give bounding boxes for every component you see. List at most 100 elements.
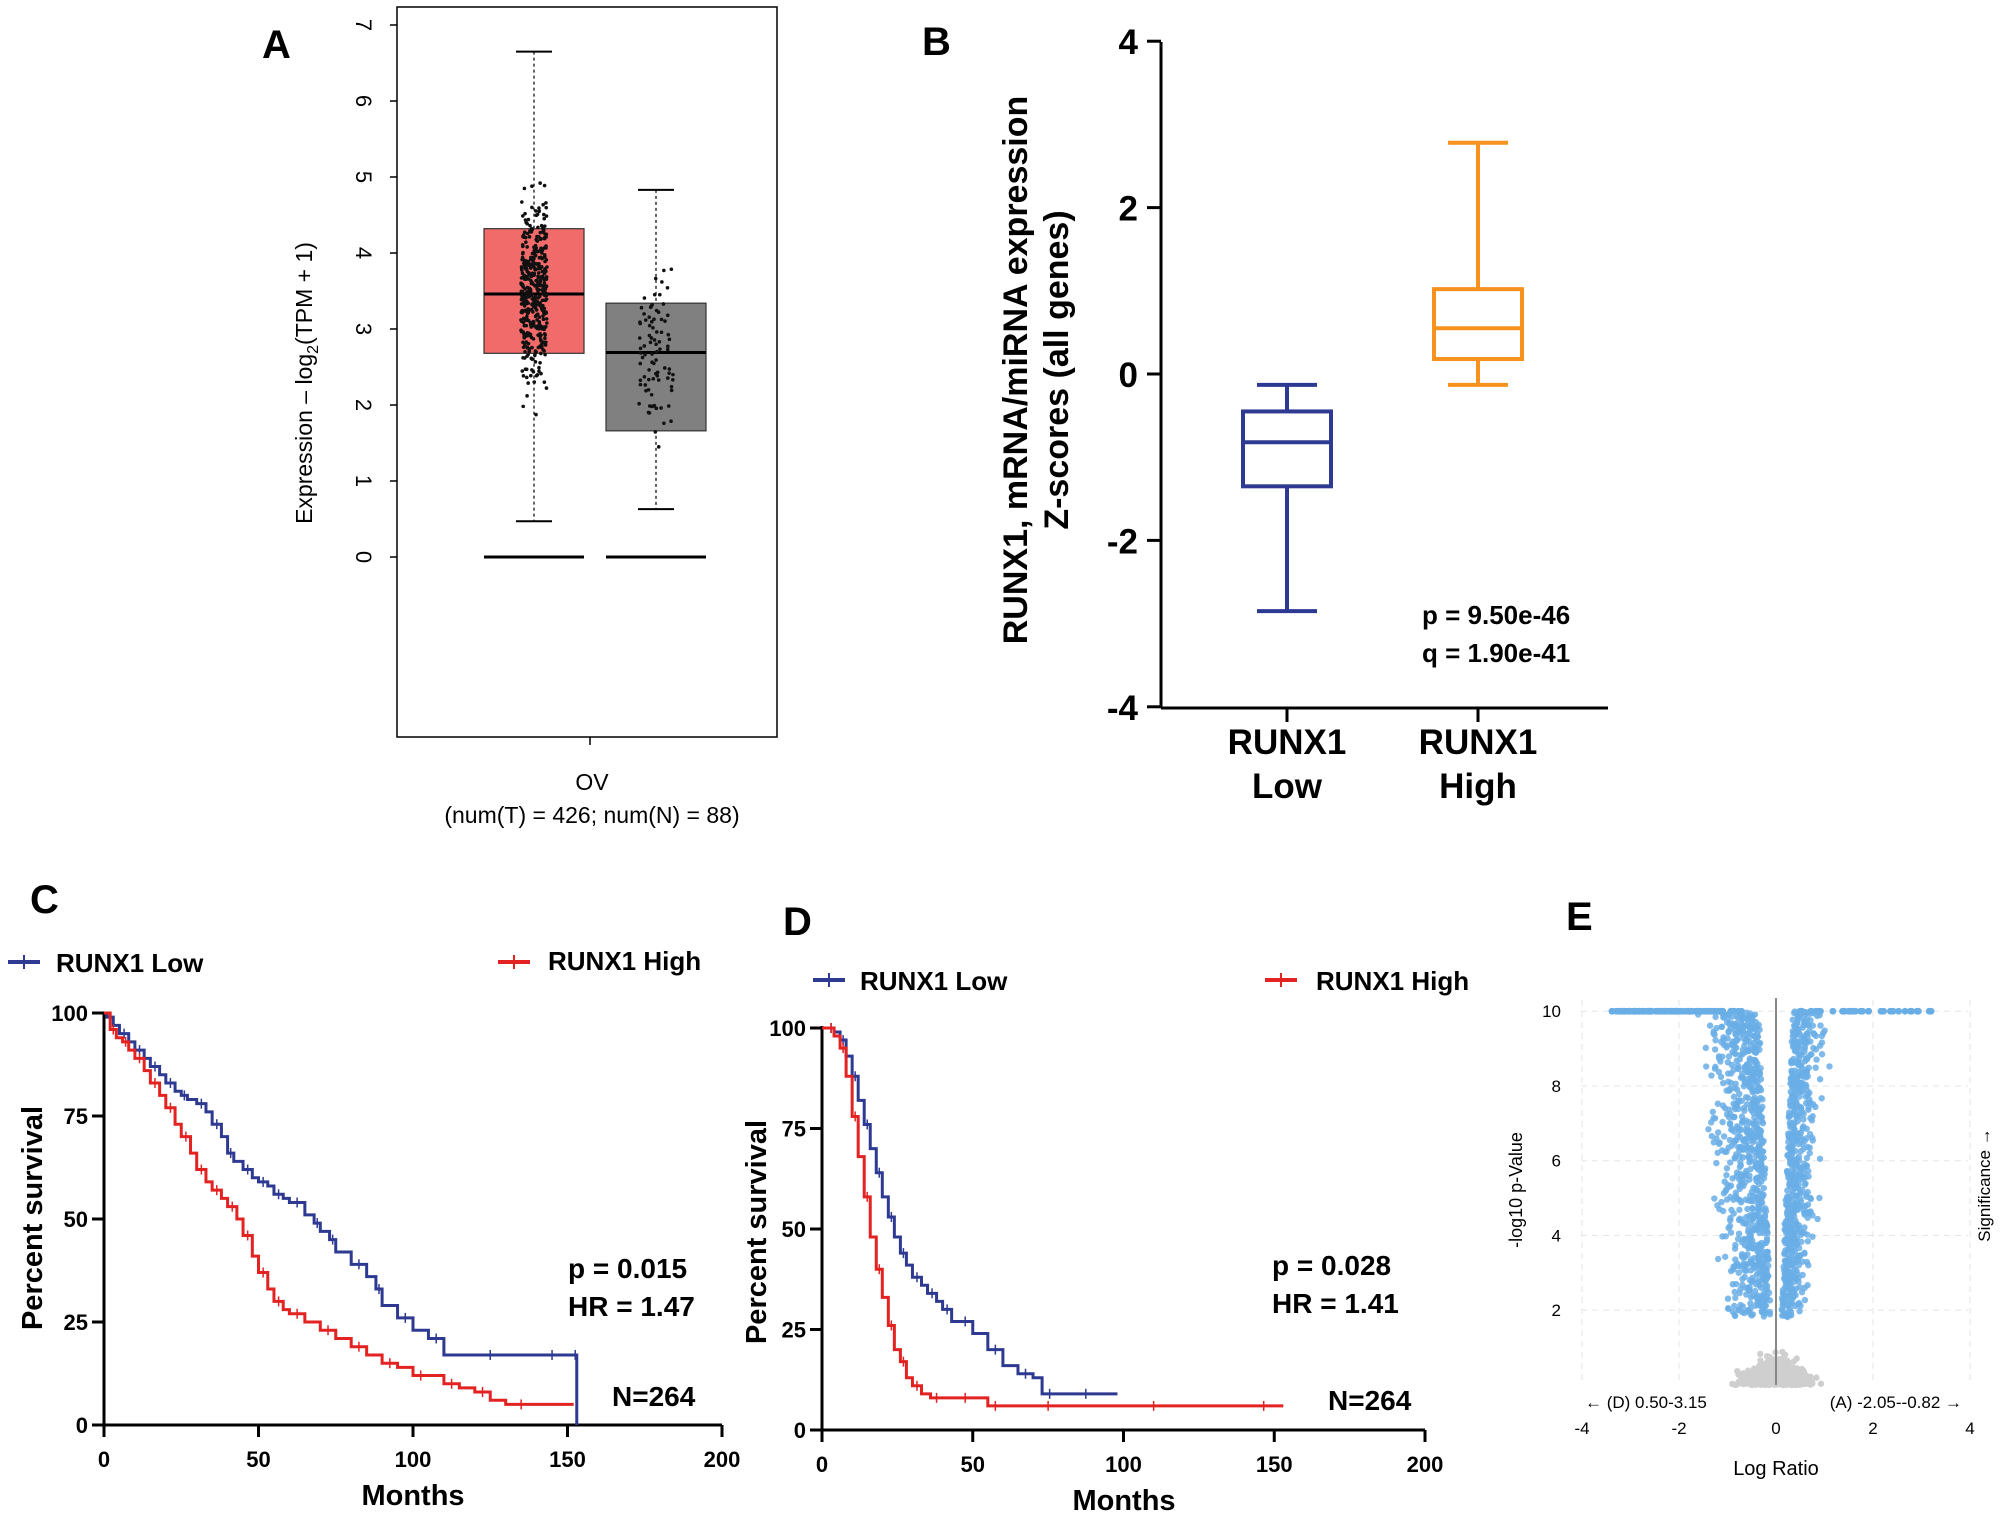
- panel-e-point-sig: [1710, 1030, 1717, 1037]
- panel-e-point-sig: [1798, 1079, 1806, 1086]
- panel-c-xlabel: Months: [361, 1480, 464, 1512]
- panel-e-point-sig: [1721, 1178, 1728, 1185]
- panel-e-point-sig: [1723, 1196, 1731, 1203]
- panel-a-point: [648, 340, 653, 345]
- panel-e-point-sig: [1790, 1278, 1798, 1285]
- panel-e-point-sig: [1756, 1126, 1763, 1134]
- panel-a-point: [522, 277, 527, 281]
- panel-c-y-tick-label: 25: [64, 1310, 88, 1335]
- panel-a-point: [544, 235, 548, 239]
- panel-e-point-sig: [1730, 1139, 1738, 1146]
- panel-e-point-sig: [1727, 1079, 1735, 1087]
- panel-a-point: [526, 217, 531, 222]
- panel-e-point-sig: [1738, 1119, 1746, 1126]
- panel-a-point: [540, 251, 544, 255]
- panel-e-point-sig: [1729, 1013, 1736, 1020]
- panel-c-x-tick-label: 150: [549, 1447, 586, 1472]
- panel-c-x-tick-label: 200: [704, 1447, 741, 1472]
- panel-e-point-sig: [1735, 1125, 1743, 1132]
- panel-e-point-sig: [1816, 1155, 1824, 1162]
- panel-a-point: [651, 325, 655, 330]
- panel-a-point: [643, 352, 647, 357]
- panel-a-point: [523, 211, 527, 216]
- panel-a-point: [658, 347, 662, 351]
- panel-e-point-sig: [1732, 1241, 1739, 1249]
- panel-a-point: [652, 317, 656, 322]
- panel-a-point: [660, 280, 664, 284]
- panel-e-point-sig: [1726, 1217, 1734, 1224]
- panel-a-point: [543, 352, 547, 357]
- panel-a-point: [665, 313, 670, 318]
- panel-e-point-sig: [1781, 1291, 1788, 1299]
- panel-a-point: [639, 305, 644, 310]
- panel-a-y-tick-label: 2: [351, 399, 376, 411]
- panel-e-point-sig: [1803, 1154, 1811, 1162]
- panel-e-ylabel: -log10 p-Value: [1506, 1132, 1526, 1248]
- panel-a-point: [539, 255, 543, 260]
- panel-b-ylabel-line2: Z-scores (all genes): [1038, 210, 1076, 529]
- panel-a-point: [523, 318, 528, 322]
- panel-a-point: [667, 371, 671, 375]
- panel-a-point: [541, 212, 546, 217]
- panel-b-category-label-low-1: RUNX1: [1228, 723, 1347, 762]
- panel-e-point-sig: [1732, 1080, 1739, 1087]
- panel-a-point: [529, 356, 534, 361]
- panel-e-point-capped: [1859, 1007, 1867, 1015]
- panel-e-point-capped: [1706, 1007, 1713, 1015]
- panel-a-point: [539, 371, 543, 376]
- panel-e-point-sig: [1795, 1222, 1803, 1229]
- panel-e-point-sig: [1762, 1281, 1769, 1289]
- panel-e-point-sig: [1783, 1223, 1790, 1230]
- panel-a-point: [647, 411, 652, 415]
- panel-c-axes: 0 50 100 150 200 0 25 50 75 100: [51, 1001, 740, 1472]
- panel-a-point: [526, 381, 530, 385]
- panel-a-point: [647, 404, 652, 408]
- panel-e-point-sig: [1734, 1133, 1742, 1140]
- panel-e-x-tick-label: -2: [1671, 1419, 1686, 1438]
- panel-e-point-sig: [1787, 1148, 1794, 1156]
- panel-e-point-sig: [1748, 1065, 1755, 1072]
- panel-a-point: [534, 237, 539, 242]
- panel-a-point: [530, 251, 535, 256]
- panel-c-curve-high: [104, 1011, 574, 1406]
- panel-e-point-sig: [1712, 1063, 1719, 1071]
- panel-e-point-capped: [1693, 1007, 1701, 1015]
- panel-a-point: [526, 295, 530, 299]
- panel-e-point-sig: [1796, 1283, 1804, 1291]
- panel-e-point-sig: [1716, 1205, 1723, 1213]
- panel-e-point-sig: [1745, 1244, 1752, 1252]
- panel-a-point: [522, 356, 527, 360]
- panel-a-point: [671, 372, 675, 377]
- panel-e-point-sig: [1817, 1022, 1824, 1029]
- panel-a-point: [535, 286, 539, 291]
- panel-e-point-sig: [1738, 1113, 1746, 1120]
- panel-e-point-sig: [1797, 1148, 1805, 1155]
- panel-e-point-sig: [1720, 1190, 1728, 1197]
- panel-e-point-sig: [1794, 1300, 1802, 1308]
- panel-e-point-capped: [1807, 1007, 1815, 1015]
- panel-a-point: [519, 268, 524, 272]
- panel-e-point-sig: [1788, 1060, 1795, 1067]
- panel-e-y-tick-label: 4: [1552, 1226, 1561, 1245]
- panel-d-x-tick-label: 200: [1407, 1452, 1444, 1477]
- panel-a-point: [542, 298, 546, 303]
- panel-e-point-sig: [1809, 1134, 1816, 1142]
- panel-a-point: [523, 298, 527, 302]
- panel-e-point-sig: [1731, 1262, 1739, 1270]
- panel-d-n-label: N=264: [1328, 1385, 1412, 1416]
- panel-e-point-sig: [1804, 1214, 1811, 1221]
- panel-a-point: [519, 297, 524, 302]
- panel-e-point-sig: [1763, 1228, 1771, 1235]
- panel-e-point-sig: [1749, 1192, 1757, 1199]
- panel-e-point-sig: [1747, 1300, 1754, 1307]
- panel-e-point-nonsig: [1748, 1381, 1756, 1388]
- panel-d-curve-low: [822, 1026, 1118, 1396]
- panel-e-point-sig: [1719, 1102, 1727, 1109]
- panel-e-point-sig: [1742, 1236, 1749, 1243]
- panel-a-point: [638, 361, 643, 366]
- panel-e-point-sig: [1799, 1175, 1807, 1183]
- panel-a-footnote: (num(T) = 426; num(N) = 88): [444, 802, 739, 828]
- panel-e-point-sig: [1718, 1023, 1725, 1031]
- panel-a-point: [656, 378, 661, 382]
